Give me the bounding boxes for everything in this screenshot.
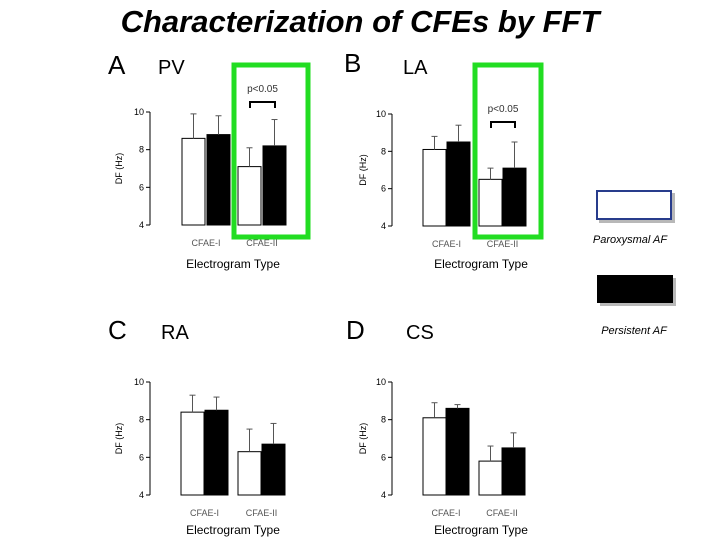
- x-tick-label: CFAE-II: [246, 508, 278, 518]
- bar-paroxysmal-cfae-i: [422, 148, 447, 227]
- x-axis-label: Electrogram Type: [434, 257, 528, 271]
- y-tick-label: 10: [134, 107, 144, 117]
- y-tick-label: 4: [381, 490, 386, 500]
- y-axis-label: DF (Hz): [358, 154, 368, 186]
- bar-paroxysmal-cfae-i: [181, 137, 206, 226]
- significance-bracket: [249, 101, 276, 108]
- bar-paroxysmal-cfae-ii: [237, 451, 262, 496]
- x-tick-label: CFAE-II: [486, 508, 518, 518]
- legend-swatch-persistent: [597, 275, 673, 303]
- x-axis-label: Electrogram Type: [434, 523, 528, 537]
- panel-region-label: LA: [403, 57, 428, 79]
- p-value-annotation: p<0.05: [488, 104, 519, 115]
- bar-persistent-cfae-i: [206, 134, 231, 226]
- y-tick-label: 6: [139, 182, 144, 192]
- y-tick-label: 10: [376, 109, 386, 119]
- y-tick-label: 4: [139, 490, 144, 500]
- y-axis-label: DF (Hz): [358, 423, 368, 455]
- y-tick-label: 6: [139, 452, 144, 462]
- y-tick-label: 8: [139, 145, 144, 155]
- bar-paroxysmal-cfae-i: [180, 411, 205, 496]
- x-tick-label: CFAE-I: [190, 508, 219, 518]
- panel-region-label: CS: [406, 322, 434, 344]
- y-tick-label: 4: [381, 221, 386, 231]
- y-tick-label: 8: [381, 146, 386, 156]
- panel-letter: D: [346, 315, 365, 345]
- x-axis-label: Electrogram Type: [186, 257, 280, 271]
- legend-label-persistent: Persistent AF: [601, 325, 667, 337]
- bar-persistent-cfae-ii: [502, 167, 527, 227]
- highlight-box: [472, 62, 544, 240]
- bar-paroxysmal-cfae-ii: [478, 460, 503, 496]
- y-tick-label: 8: [381, 415, 386, 425]
- page-title: Characterization of CFEs by FFT: [120, 4, 600, 39]
- y-tick-label: 8: [139, 415, 144, 425]
- bar-paroxysmal-cfae-i: [422, 417, 447, 496]
- panel-letter: C: [108, 315, 127, 345]
- bar-persistent-cfae-i: [204, 409, 229, 496]
- x-tick-label: CFAE-II: [487, 239, 519, 249]
- legend-swatch-paroxysmal: [596, 190, 672, 220]
- x-axis-label: Electrogram Type: [186, 523, 280, 537]
- y-tick-label: 10: [376, 377, 386, 387]
- significance-bracket: [490, 121, 516, 128]
- bar-persistent-cfae-ii: [262, 145, 287, 226]
- y-tick-label: 6: [381, 184, 386, 194]
- y-tick-label: 4: [139, 220, 144, 230]
- y-axis-label: DF (Hz): [114, 423, 124, 455]
- y-axis-label: DF (Hz): [114, 153, 124, 185]
- legend-label-paroxysmal: Paroxysmal AF: [592, 234, 668, 246]
- bar-persistent-cfae-i: [445, 407, 470, 496]
- x-tick-label: CFAE-II: [246, 238, 278, 248]
- y-tick-label: 6: [381, 452, 386, 462]
- highlight-box: [231, 62, 311, 240]
- x-tick-label: CFAE-I: [431, 508, 460, 518]
- x-tick-label: CFAE-I: [432, 239, 461, 249]
- bar-paroxysmal-cfae-ii: [478, 178, 503, 227]
- panel-letter: B: [344, 48, 361, 78]
- panel-letter: A: [108, 50, 126, 80]
- panel-region-label: PV: [158, 57, 185, 79]
- p-value-annotation: p<0.05: [247, 84, 278, 95]
- bar-persistent-cfae-ii: [501, 447, 526, 496]
- x-tick-label: CFAE-I: [191, 238, 220, 248]
- y-tick-label: 10: [134, 377, 144, 387]
- bar-persistent-cfae-ii: [261, 443, 286, 496]
- panel-region-label: RA: [161, 322, 189, 344]
- bar-persistent-cfae-i: [446, 141, 471, 227]
- bar-paroxysmal-cfae-ii: [237, 166, 262, 226]
